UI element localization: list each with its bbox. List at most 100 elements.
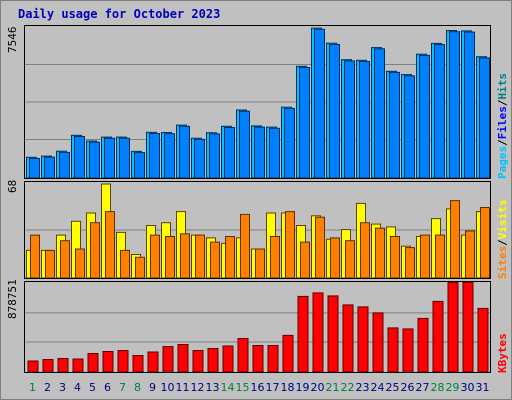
x-tick-label-16: 16: [250, 381, 265, 394]
sites-bar-3: [60, 240, 70, 278]
sites-bar-30: [465, 230, 475, 278]
sites-bar-14: [225, 236, 235, 278]
sites-bar-4: [75, 248, 85, 278]
x-tick-label-15: 15: [235, 381, 250, 394]
files-bar-14: [224, 127, 235, 178]
files-bar-7: [119, 137, 130, 178]
sites-bar-17: [270, 236, 280, 278]
kbytes-bar-10: [162, 346, 174, 372]
x-tick-label-7: 7: [119, 381, 126, 394]
sites-bar-20: [315, 216, 325, 278]
kbytes-bar-4: [72, 358, 84, 372]
hits-max-label: 7546: [6, 26, 19, 54]
kbytes-bar-1: [27, 360, 39, 372]
files-bar-10: [164, 133, 175, 178]
files-bar-15: [239, 110, 250, 178]
x-tick-label-22: 22: [340, 381, 355, 394]
x-tick-label-28: 28: [430, 381, 445, 394]
kbytes-bar-5: [87, 353, 99, 372]
x-tick-label-18: 18: [280, 381, 295, 394]
sites-bar-8: [135, 256, 145, 278]
sites-bar-29: [450, 200, 460, 278]
legend-visits: Visits: [496, 199, 509, 240]
kbytes-bar-19: [297, 295, 309, 372]
sites-bar-11: [180, 233, 190, 278]
sites-bar-18: [285, 211, 295, 278]
x-tick-label-29: 29: [445, 381, 460, 394]
legend-separator: /: [496, 239, 509, 246]
files-bar-20: [314, 28, 325, 178]
x-tick-label-17: 17: [265, 381, 280, 394]
files-bar-28: [434, 44, 445, 178]
chart-title: Daily usage for October 2023: [18, 7, 221, 21]
files-bar-27: [419, 54, 430, 178]
x-tick-label-5: 5: [89, 381, 96, 394]
sites-bar-15: [240, 213, 250, 278]
kbytes-bar-3: [57, 358, 69, 372]
files-bar-13: [209, 133, 220, 178]
sites-bar-13: [210, 241, 220, 278]
legend-separator: /: [496, 139, 509, 146]
legend-sites: Sites: [496, 245, 509, 279]
x-tick-label-23: 23: [355, 381, 370, 394]
kbytes-plot: [25, 282, 490, 372]
x-tick-label-11: 11: [175, 381, 190, 394]
x-tick-label-24: 24: [370, 381, 385, 394]
files-bar-11: [179, 125, 190, 178]
legend-files: Files: [496, 106, 509, 140]
kbytes-max-label: 878751: [6, 279, 19, 319]
legend-hits: Hits: [496, 73, 509, 100]
kbytes-bar-26: [402, 328, 414, 372]
kbytes-bar-8: [132, 355, 144, 372]
sites-bar-12: [195, 234, 205, 278]
files-bar-21: [329, 43, 340, 178]
files-bar-16: [254, 126, 265, 178]
x-tick-label-31: 31: [475, 381, 490, 394]
legend-separator: /: [496, 99, 509, 107]
kbytes-bar-13: [207, 348, 219, 372]
files-bar-19: [299, 67, 310, 178]
legend-sites-visits: Sites/Visits: [496, 181, 510, 280]
sites-bar-10: [165, 236, 175, 278]
files-bar-2: [44, 156, 55, 178]
x-tick-label-30: 30: [460, 381, 475, 394]
sites-bar-28: [435, 234, 445, 278]
files-bar-1: [29, 158, 40, 178]
sites-visits-plot: [25, 183, 490, 278]
kbytes-bar-18: [282, 334, 294, 372]
legend-pages: Pages: [496, 145, 509, 179]
kbytes-bar-2: [42, 359, 54, 372]
sites-bar-23: [360, 222, 370, 278]
sites-visits-panel: [24, 181, 491, 279]
x-tick-label-20: 20: [310, 381, 325, 394]
x-tick-label-25: 25: [385, 381, 400, 394]
files-bar-26: [404, 75, 415, 178]
kbytes-bar-20: [312, 292, 324, 372]
kbytes-bar-30: [462, 282, 474, 372]
x-tick-label-8: 8: [134, 381, 141, 394]
files-bar-30: [464, 31, 475, 178]
sites-bar-31: [480, 207, 490, 278]
kbytes-bar-16: [252, 345, 264, 372]
sites-bar-2: [45, 249, 55, 278]
sites-bar-22: [345, 240, 355, 278]
sites-bar-7: [120, 249, 130, 278]
sites-bar-27: [420, 234, 430, 278]
kbytes-bar-22: [342, 304, 354, 372]
x-tick-label-13: 13: [205, 381, 220, 394]
sites-bar-9: [150, 234, 160, 278]
files-bar-9: [149, 133, 160, 178]
files-bar-4: [74, 136, 85, 178]
files-bar-18: [284, 107, 295, 178]
x-tick-label-4: 4: [74, 381, 81, 394]
kbytes-bar-21: [327, 295, 339, 372]
x-tick-label-26: 26: [400, 381, 415, 394]
x-tick-label-27: 27: [415, 381, 430, 394]
files-bar-23: [359, 61, 370, 178]
x-tick-label-6: 6: [104, 381, 111, 394]
sites-bar-6: [105, 211, 115, 278]
kbytes-bar-25: [387, 327, 399, 372]
kbytes-bar-28: [432, 300, 444, 372]
kbytes-bar-27: [417, 317, 429, 372]
